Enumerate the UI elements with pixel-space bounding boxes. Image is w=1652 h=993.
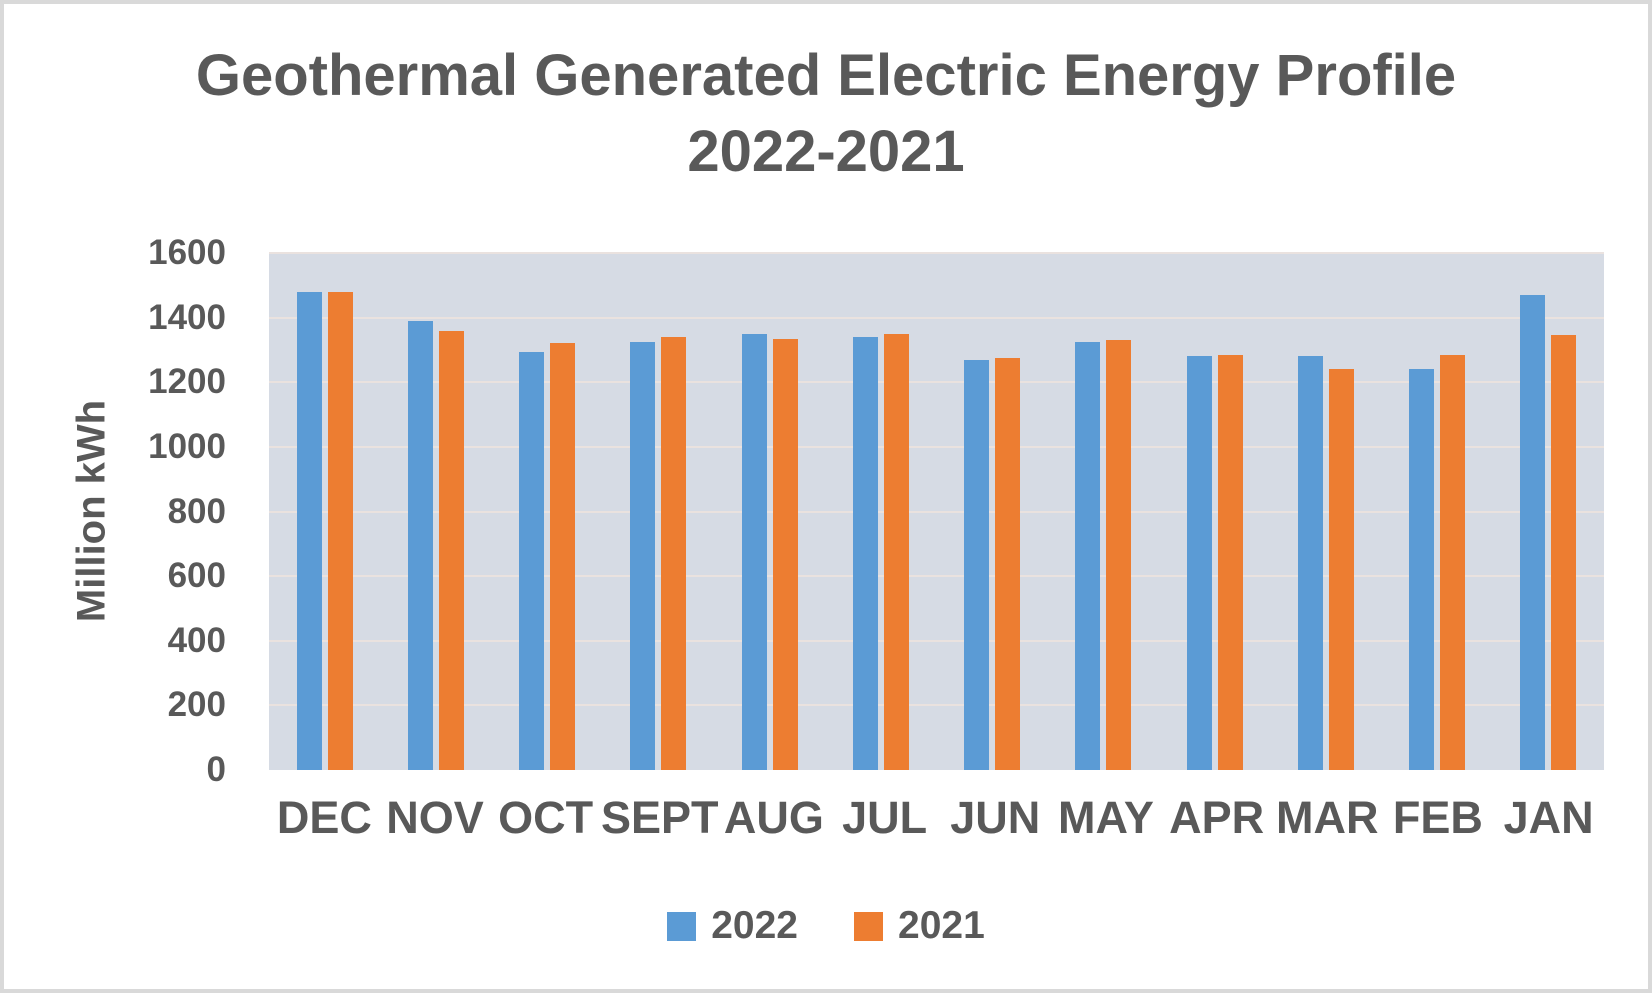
bar-2022-sept bbox=[630, 341, 656, 770]
bar-2022-nov bbox=[407, 320, 433, 770]
y-tick-label-1200: 1200 bbox=[148, 362, 226, 402]
bar-2021-nov bbox=[438, 330, 464, 770]
bar-group-aug bbox=[714, 253, 825, 770]
bar-2021-sept bbox=[661, 337, 687, 770]
gridline-1200 bbox=[269, 381, 1604, 384]
x-label-jul: JUL bbox=[842, 792, 928, 843]
gridline-200 bbox=[269, 704, 1604, 707]
legend-label-2021: 2021 bbox=[898, 904, 985, 947]
x-label-dec: DEC bbox=[276, 792, 372, 843]
bar-group-feb bbox=[1382, 253, 1493, 770]
bar-2022-apr bbox=[1186, 356, 1212, 770]
y-tick-label-1400: 1400 bbox=[148, 297, 226, 337]
bar-2021-jan bbox=[1551, 335, 1577, 770]
legend-swatch-2022 bbox=[667, 911, 697, 941]
bar-group-jan bbox=[1493, 253, 1604, 770]
x-label-nov: NOV bbox=[386, 792, 484, 843]
x-label-mar: MAR bbox=[1276, 792, 1379, 843]
bar-2022-may bbox=[1075, 341, 1101, 770]
bar-group-mar bbox=[1270, 253, 1381, 770]
bar-2021-feb bbox=[1440, 354, 1466, 770]
legend-label-2022: 2022 bbox=[711, 904, 798, 947]
bar-group-nov bbox=[380, 253, 491, 770]
x-label-jan: JAN bbox=[1503, 792, 1594, 843]
bar-group-sept bbox=[603, 253, 714, 770]
x-label-jun: JUN bbox=[950, 792, 1041, 843]
bar-2021-apr bbox=[1217, 354, 1243, 770]
chart-title-block: Geothermal Generated Electric Energy Pro… bbox=[4, 38, 1648, 190]
legend: 2022 2021 bbox=[4, 898, 1648, 954]
bar-2022-oct bbox=[519, 351, 545, 770]
x-label-oct: OCT bbox=[498, 792, 594, 843]
gridline-600 bbox=[269, 575, 1604, 578]
gridline-1400 bbox=[269, 316, 1604, 319]
bar-2022-jan bbox=[1520, 295, 1546, 770]
bar-group-jun bbox=[937, 253, 1048, 770]
bar-2021-jul bbox=[883, 333, 909, 770]
chart-title: Geothermal Generated Electric Energy Pro… bbox=[195, 43, 1457, 108]
legend-swatch-2021 bbox=[854, 911, 883, 941]
bar-group-dec bbox=[269, 253, 380, 770]
bar-2021-mar bbox=[1328, 369, 1354, 770]
y-tick-label-1000: 1000 bbox=[148, 426, 226, 466]
gridline-1600 bbox=[269, 252, 1604, 254]
x-axis-tick-labels: DEC NOV OCT SEPT AUG JUL JUN MAY APR MAR FEB JAN bbox=[269, 790, 1604, 846]
bar-groups bbox=[269, 253, 1604, 770]
bar-2022-jul bbox=[852, 337, 878, 770]
y-tick-label-200: 200 bbox=[167, 685, 226, 725]
bar-2021-oct bbox=[550, 343, 576, 770]
bar-group-jul bbox=[825, 253, 936, 770]
bar-2021-jun bbox=[995, 358, 1021, 770]
gridline-400 bbox=[269, 639, 1604, 642]
gridline-800 bbox=[269, 510, 1604, 513]
x-label-apr: APR bbox=[1169, 792, 1265, 843]
bar-2022-dec bbox=[296, 291, 322, 770]
bar-group-oct bbox=[492, 253, 603, 770]
y-tick-label-400: 400 bbox=[167, 620, 226, 660]
plot-area bbox=[269, 252, 1604, 770]
bar-2022-mar bbox=[1297, 356, 1323, 770]
y-tick-label-800: 800 bbox=[167, 491, 226, 531]
legend-item-2021: 2021 bbox=[854, 904, 985, 948]
x-label-aug: AUG bbox=[723, 792, 824, 843]
y-tick-label-0: 0 bbox=[206, 750, 226, 789]
y-tick-label-600: 600 bbox=[167, 556, 226, 596]
bar-2021-may bbox=[1106, 340, 1132, 770]
bar-2022-feb bbox=[1409, 369, 1435, 770]
y-tick-label-1600: 1600 bbox=[148, 233, 226, 272]
x-label-sept: SEPT bbox=[601, 792, 719, 843]
legend-item-2022: 2022 bbox=[667, 904, 798, 948]
bar-2021-dec bbox=[327, 291, 353, 770]
chart-subtitle: 2022-2021 bbox=[687, 119, 965, 184]
bar-2022-jun bbox=[964, 359, 990, 770]
gridline-1000 bbox=[269, 445, 1604, 448]
bar-group-may bbox=[1048, 253, 1159, 770]
bar-2022-aug bbox=[741, 333, 767, 770]
x-label-may: MAY bbox=[1057, 792, 1154, 843]
x-label-feb: FEB bbox=[1392, 792, 1483, 843]
bar-group-apr bbox=[1159, 253, 1270, 770]
y-axis-tick-labels: 0 200 400 600 800 1000 1200 1400 1600 bbox=[4, 233, 226, 789]
bar-2021-aug bbox=[772, 338, 798, 770]
